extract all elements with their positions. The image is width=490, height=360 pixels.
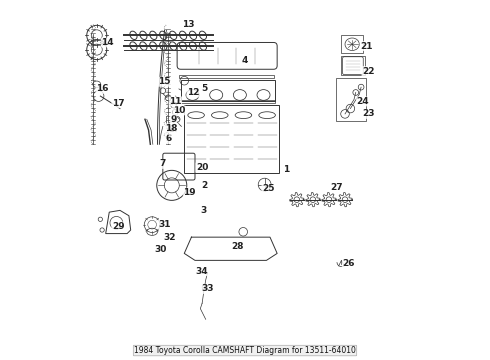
Text: 18: 18 [166,124,178,133]
Text: 27: 27 [330,183,343,192]
Text: 15: 15 [158,77,171,86]
Text: 25: 25 [262,184,274,193]
Text: 13: 13 [182,20,194,29]
Text: 32: 32 [164,233,176,242]
Text: 21: 21 [360,41,373,50]
Bar [179,75,273,78]
Bar [177,100,275,103]
Text: 31: 31 [158,220,171,229]
Text: 5: 5 [201,84,207,93]
Text: 17: 17 [112,99,124,108]
Bar [336,78,367,121]
Text: 2: 2 [201,181,207,190]
Text: 3: 3 [201,206,207,215]
Text: 22: 22 [362,67,374,76]
Text: 14: 14 [101,38,114,47]
Text: 20: 20 [196,163,208,172]
Text: 26: 26 [343,260,355,269]
Text: 11: 11 [169,97,182,106]
Text: 34: 34 [196,267,208,276]
Text: 30: 30 [155,245,167,254]
Text: 33: 33 [201,284,214,293]
Bar [342,56,365,75]
Text: 1984 Toyota Corolla CAMSHAFT Diagram for 13511-64010: 1984 Toyota Corolla CAMSHAFT Diagram for… [134,346,356,355]
Bar [342,35,363,53]
Bar [181,80,275,102]
Text: 6: 6 [165,134,172,143]
Text: 29: 29 [112,222,124,231]
Text: 8: 8 [169,126,175,135]
Text: 24: 24 [357,97,369,106]
Bar [184,105,279,173]
Text: 7: 7 [160,159,166,168]
Text: 9: 9 [171,115,177,124]
Text: 4: 4 [242,56,248,65]
Text: 10: 10 [173,106,185,115]
Text: 19: 19 [183,188,196,197]
Text: 28: 28 [232,242,244,251]
Text: 16: 16 [96,84,108,93]
Text: 23: 23 [362,109,374,118]
Text: 12: 12 [187,88,199,97]
Text: 1: 1 [283,165,289,174]
